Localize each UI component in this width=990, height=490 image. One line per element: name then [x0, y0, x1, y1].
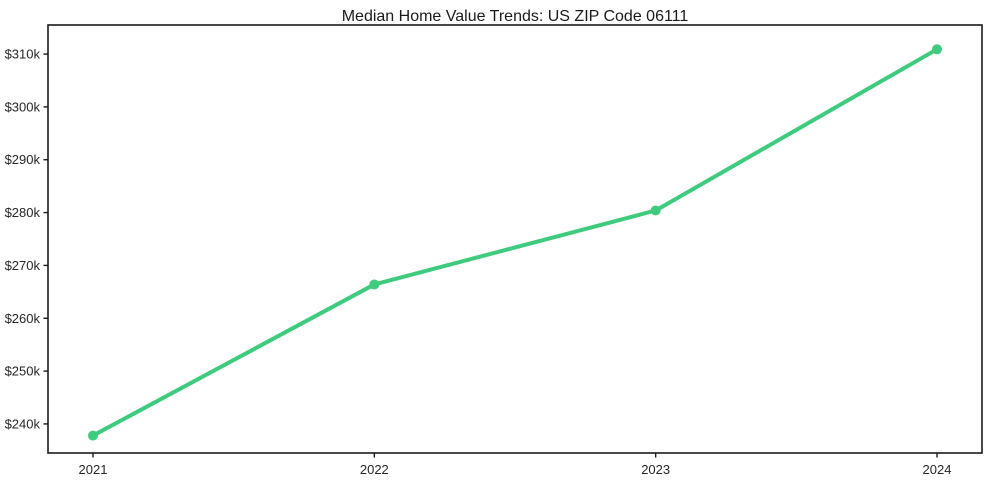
data-point-2022: [369, 279, 380, 290]
data-point-2021: [88, 430, 98, 441]
trend-line: [91, 47, 939, 438]
y-axis-tick-label: $240k: [5, 416, 41, 431]
x-axis-tick-label: 2024: [923, 462, 952, 477]
y-axis-tick-label: $260k: [5, 311, 41, 326]
data-point-2024: [932, 44, 942, 55]
y-axis-tick-label: $300k: [5, 99, 41, 114]
y-axis-tick-label: $250k: [5, 364, 41, 379]
chart-title: Median Home Value Trends: US ZIP Code 06…: [342, 8, 689, 25]
plot-border: [47, 24, 983, 454]
data-point-2023: [650, 205, 661, 216]
y-axis-tick-label: $290k: [5, 152, 41, 167]
x-axis-tick-label: 2021: [79, 462, 108, 477]
x-axis-tick-label: 2023: [641, 462, 670, 477]
plot-area: $240k $250k $260k $270k $280k $290k $300k $310k…: [5, 24, 983, 477]
y-axis-tick-label: $280k: [5, 205, 41, 220]
y-axis-tick-label: $310k: [5, 47, 41, 62]
x-axis-tick-label: 2022: [360, 462, 389, 477]
y-axis-tick-label: $270k: [5, 258, 41, 273]
